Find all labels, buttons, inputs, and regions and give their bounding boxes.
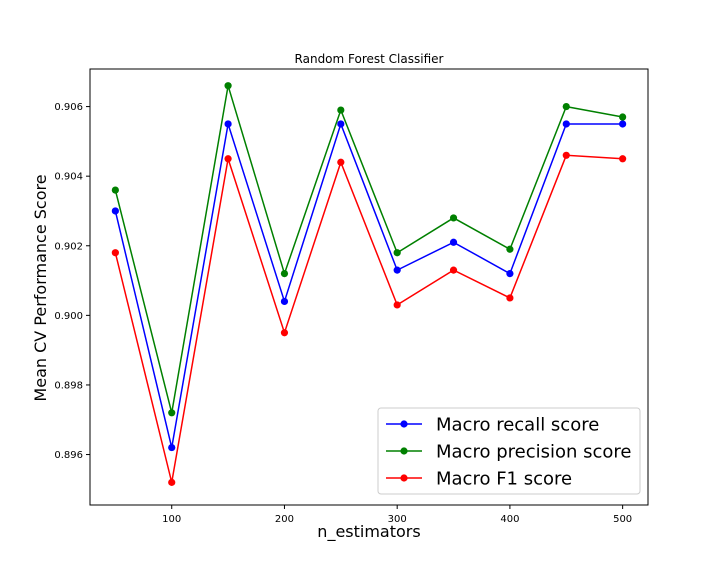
y-tick-label: 0.904 (54, 172, 83, 183)
series-point (111, 186, 119, 194)
legend-label: Macro recall score (436, 415, 599, 436)
y-tick-label: 0.906 (54, 102, 83, 113)
series-point (168, 443, 176, 452)
series-line (114, 121, 623, 448)
series-point (280, 329, 289, 337)
x-tick-label: 100 (162, 514, 181, 525)
series-point (224, 82, 232, 90)
x-tick-label: 500 (613, 514, 632, 525)
series-line (114, 85, 623, 413)
series-point (619, 155, 627, 163)
series-point (337, 106, 345, 114)
legend-marker (400, 420, 408, 428)
series-point (337, 158, 345, 166)
x-tick-label: 300 (388, 514, 407, 525)
y-tick-label: 0.898 (54, 380, 83, 391)
y-tick-label: 0.896 (54, 450, 83, 461)
plot-area: 100 200 300 400 500 0.896 0.898 0.900 0.902 0.904… (54, 68, 649, 525)
series-point (111, 207, 119, 215)
series-point (168, 409, 176, 417)
series-point (449, 238, 458, 246)
series-point (562, 120, 570, 128)
series-point (449, 214, 458, 222)
series-point (337, 120, 345, 128)
legend-marker (400, 447, 408, 455)
series-point (224, 120, 232, 128)
series-point (393, 266, 401, 274)
series-point (619, 120, 627, 128)
x-tick-label: 400 (500, 514, 519, 525)
series-point (393, 301, 401, 309)
legend-box (377, 407, 641, 495)
series-point (562, 102, 570, 111)
series-point (393, 249, 401, 257)
chart-title: Random Forest Classifier (295, 52, 444, 66)
legend-label: Macro F1 score (436, 469, 572, 490)
series-point (280, 270, 289, 278)
legend: Macro recall score Macro precision score M… (377, 407, 641, 495)
series-point (506, 270, 514, 278)
series-point (224, 155, 232, 163)
x-axis-label: n_estimators (317, 522, 420, 542)
legend-label: Macro precision score (436, 442, 632, 463)
x-tick-label: 200 (275, 514, 294, 525)
axes-frame (89, 68, 649, 506)
series-point (506, 245, 514, 253)
series-point (619, 113, 627, 121)
y-tick-label: 0.900 (54, 311, 83, 322)
series-point (449, 266, 458, 274)
y-axis-label: Mean CV Performance Score (31, 174, 50, 401)
legend-marker (400, 474, 408, 482)
series-point (168, 478, 176, 486)
series-point (111, 249, 119, 257)
series-point (562, 151, 570, 159)
y-tick-label: 0.902 (54, 241, 83, 252)
series-point (506, 294, 514, 302)
series-line (114, 154, 623, 483)
series-point (280, 297, 289, 306)
